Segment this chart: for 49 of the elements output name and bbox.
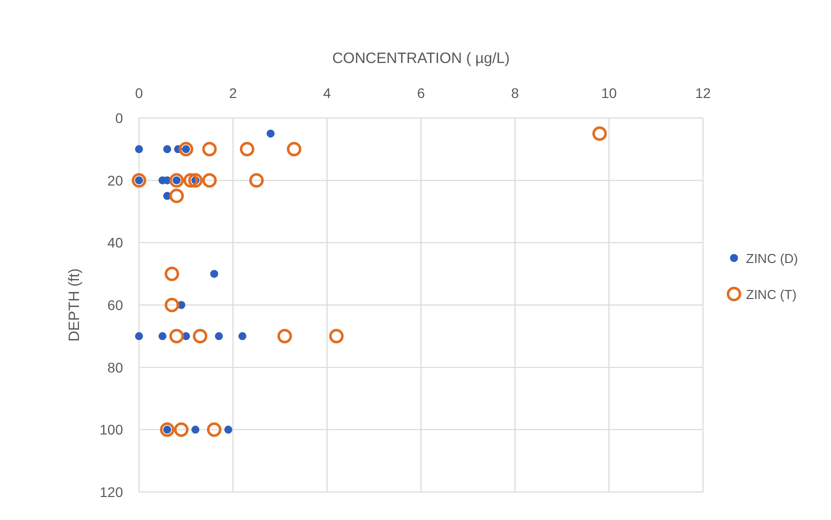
point bbox=[178, 142, 194, 156]
y-tick-label: 60 bbox=[107, 297, 124, 313]
x-tick-label: 12 bbox=[695, 85, 711, 101]
point bbox=[158, 332, 166, 340]
point bbox=[135, 332, 143, 340]
x-tick-label: 8 bbox=[511, 85, 520, 101]
point bbox=[163, 145, 172, 154]
legend-label: ZINC (D) bbox=[746, 251, 798, 266]
y-tick-label: 0 bbox=[115, 110, 124, 126]
point bbox=[192, 328, 208, 344]
y-tick-label: 100 bbox=[100, 422, 124, 438]
point bbox=[249, 173, 264, 188]
point bbox=[277, 328, 292, 344]
x-tick-label: 2 bbox=[229, 85, 238, 101]
point bbox=[183, 173, 198, 188]
point bbox=[191, 426, 200, 434]
point bbox=[214, 332, 223, 340]
point bbox=[169, 173, 184, 188]
point bbox=[169, 328, 184, 344]
point bbox=[202, 173, 217, 188]
legend-label: ZINC (T) bbox=[746, 287, 797, 302]
x-tick-label: 10 bbox=[601, 85, 617, 101]
point bbox=[206, 422, 222, 437]
point bbox=[188, 173, 203, 188]
point bbox=[164, 298, 180, 312]
point bbox=[160, 422, 174, 437]
point bbox=[224, 426, 232, 434]
point bbox=[329, 328, 344, 344]
point bbox=[132, 173, 146, 188]
point bbox=[210, 270, 218, 278]
x-tick-label: 4 bbox=[323, 85, 332, 101]
point bbox=[164, 266, 180, 282]
y-tick-label: 20 bbox=[107, 172, 124, 188]
x-tick-label: 6 bbox=[417, 85, 426, 101]
x-tick-label: 0 bbox=[135, 85, 144, 101]
y-tick-label: 120 bbox=[100, 484, 124, 500]
point bbox=[286, 142, 302, 156]
point bbox=[266, 130, 275, 138]
x-axis-title: CONCENTRATION ( µg/L) bbox=[332, 50, 510, 67]
point bbox=[135, 145, 143, 154]
y-tick-label: 40 bbox=[107, 234, 124, 251]
point bbox=[202, 142, 217, 156]
point bbox=[174, 422, 189, 437]
point bbox=[169, 188, 184, 204]
y-axis-title: DEPTH (ft) bbox=[66, 268, 83, 342]
point bbox=[240, 142, 254, 156]
point bbox=[238, 332, 246, 340]
point bbox=[592, 126, 607, 141]
y-tick-label: 80 bbox=[107, 359, 124, 376]
